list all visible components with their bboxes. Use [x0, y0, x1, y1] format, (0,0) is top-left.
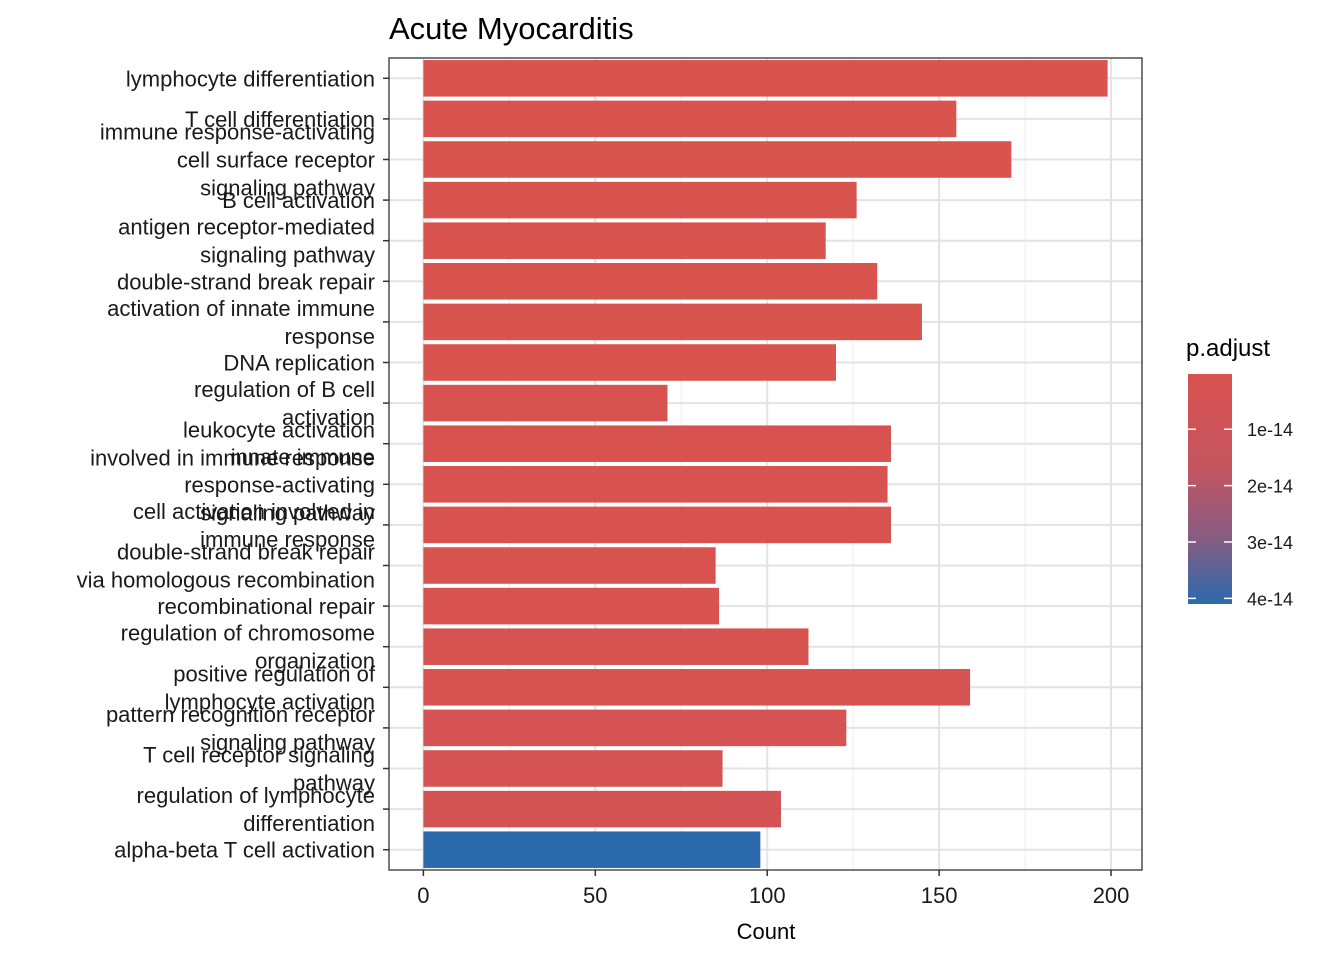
bar: [423, 709, 847, 747]
category-label: cell activation involved in immune respon…: [133, 499, 375, 552]
bar: [423, 222, 826, 259]
bar: [423, 384, 668, 422]
bar: [423, 587, 720, 625]
category-label: T cell receptor signaling pathway: [143, 743, 375, 796]
panel-border: [388, 57, 1143, 871]
x-tick-label: 0: [417, 883, 429, 908]
y-axis: lymphocyte differentiation T cell differe…: [77, 66, 389, 863]
x-tick-label: 200: [1093, 883, 1130, 908]
legend-colorbar: [1188, 374, 1232, 604]
bar: [423, 466, 888, 503]
category-label: leukocyte activation involved in immune r…: [90, 418, 375, 471]
category-label: double-strand break repair via homologous…: [77, 540, 375, 593]
bar: [423, 750, 723, 787]
category-label: pattern recognition receptor signaling pa…: [106, 702, 375, 755]
legend-tick-label: 3e-14: [1247, 533, 1293, 553]
x-axis-title: Count: [737, 919, 796, 944]
x-tick-label: 50: [583, 883, 607, 908]
legend-ticks: 1e-14 2e-14 3e-14 4e-14: [1188, 420, 1293, 609]
x-axis: 0 50 100 150 200: [417, 870, 1129, 908]
category-label: recombinational repair: [157, 594, 375, 619]
category-label: B cell activation: [222, 188, 375, 213]
category-label: immune response-activating cell surface r…: [100, 120, 375, 201]
category-label: antigen receptor-mediated signaling pathw…: [118, 215, 375, 268]
category-label: activation of innate immune response: [107, 296, 375, 349]
legend: p.adjust 1e-14 2e-14 3e-14 4e-14: [1186, 335, 1293, 609]
bar: [423, 669, 971, 706]
category-label: T cell differentiation: [185, 107, 375, 132]
category-label: alpha-beta T cell activation: [114, 838, 375, 863]
legend-tick-label: 1e-14: [1247, 420, 1293, 440]
category-label: innate immune response-activating signalin…: [184, 444, 375, 525]
bar: [423, 831, 761, 868]
bar: [423, 263, 878, 300]
bar: [423, 181, 857, 219]
category-label: positive regulation of lymphocyte activat…: [165, 661, 376, 714]
category-label: lymphocyte differentiation: [126, 66, 375, 91]
bar: [423, 60, 1108, 97]
bar: [423, 790, 781, 828]
bar: [423, 506, 891, 544]
grid: [389, 58, 1142, 870]
x-tick-label: 100: [749, 883, 786, 908]
category-label: regulation of lymphocyte differentiation: [137, 783, 375, 836]
bar: [423, 628, 809, 665]
bar: [423, 344, 836, 381]
legend-tick-label: 2e-14: [1247, 477, 1293, 497]
x-tick-label: 150: [921, 883, 958, 908]
bars: [423, 60, 1108, 868]
legend-tick-label: 4e-14: [1247, 589, 1293, 609]
legend-title: p.adjust: [1186, 335, 1270, 362]
bar: [423, 141, 1012, 178]
bar: [423, 425, 891, 462]
bar: [423, 547, 716, 584]
category-label: double-strand break repair: [117, 269, 375, 294]
bar: [423, 303, 922, 341]
bar: [423, 100, 957, 138]
chart-title: Acute Myocarditis: [389, 11, 634, 46]
category-label: DNA replication: [223, 351, 375, 376]
category-label: regulation of chromosome organization: [121, 621, 375, 674]
category-label: regulation of B cell activation: [194, 377, 375, 430]
